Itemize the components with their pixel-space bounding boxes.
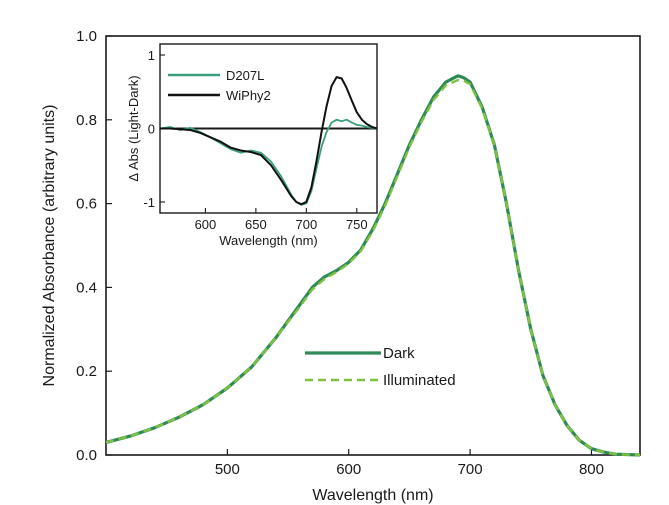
inset-x-tick-label: 750 [346, 217, 368, 232]
y-tick-label: 0.6 [76, 196, 97, 213]
y-tick-label: 0.2 [76, 363, 97, 380]
legend-label-illuminated: Illuminated [383, 372, 456, 389]
main-plot: 500 600 700 800 0.0 0.2 0.4 0.6 0.8 1.0 Wavelength… [41, 28, 641, 504]
inset-plot: 600 650 700 750 -1 0 1 Wavelength (nm) Δ Abs (Li… [126, 43, 378, 248]
legend-label-dark: Dark [383, 345, 415, 362]
x-tick-label: 700 [458, 461, 483, 478]
series-line-illuminated [105, 78, 641, 457]
y-tick-label: 0.4 [76, 279, 97, 296]
inset-y-tick-label: 1 [148, 48, 155, 63]
x-tick-label: 600 [336, 461, 361, 478]
y-tick-label: 0.0 [76, 447, 97, 464]
inset-x-axis-title: Wavelength (nm) [219, 233, 318, 248]
inset-series-line-wiphy2 [160, 76, 378, 206]
x-tick-label: 800 [579, 461, 604, 478]
inset-y-tick-label: -1 [143, 195, 155, 210]
inset-legend-label-d207l: D207L [226, 68, 264, 83]
y-axis-title: Normalized Absorbance (arbitrary units) [41, 105, 58, 387]
inset-x-tick-label: 600 [195, 217, 217, 232]
inset-x-tick-label: 700 [295, 217, 317, 232]
main-plot-frame [105, 35, 641, 456]
inset-y-tick-label: 0 [148, 122, 155, 137]
x-tick-label: 500 [215, 461, 240, 478]
y-tick-label: 1.0 [76, 28, 97, 45]
inset-x-tick-label: 650 [245, 217, 267, 232]
inset-y-axis-title: Δ Abs (Light-Dark) [126, 75, 141, 181]
inset-legend-label-wiphy2: WiPhy2 [226, 88, 271, 103]
y-tick-label: 0.8 [76, 112, 97, 129]
x-axis-title: Wavelength (nm) [312, 487, 433, 504]
